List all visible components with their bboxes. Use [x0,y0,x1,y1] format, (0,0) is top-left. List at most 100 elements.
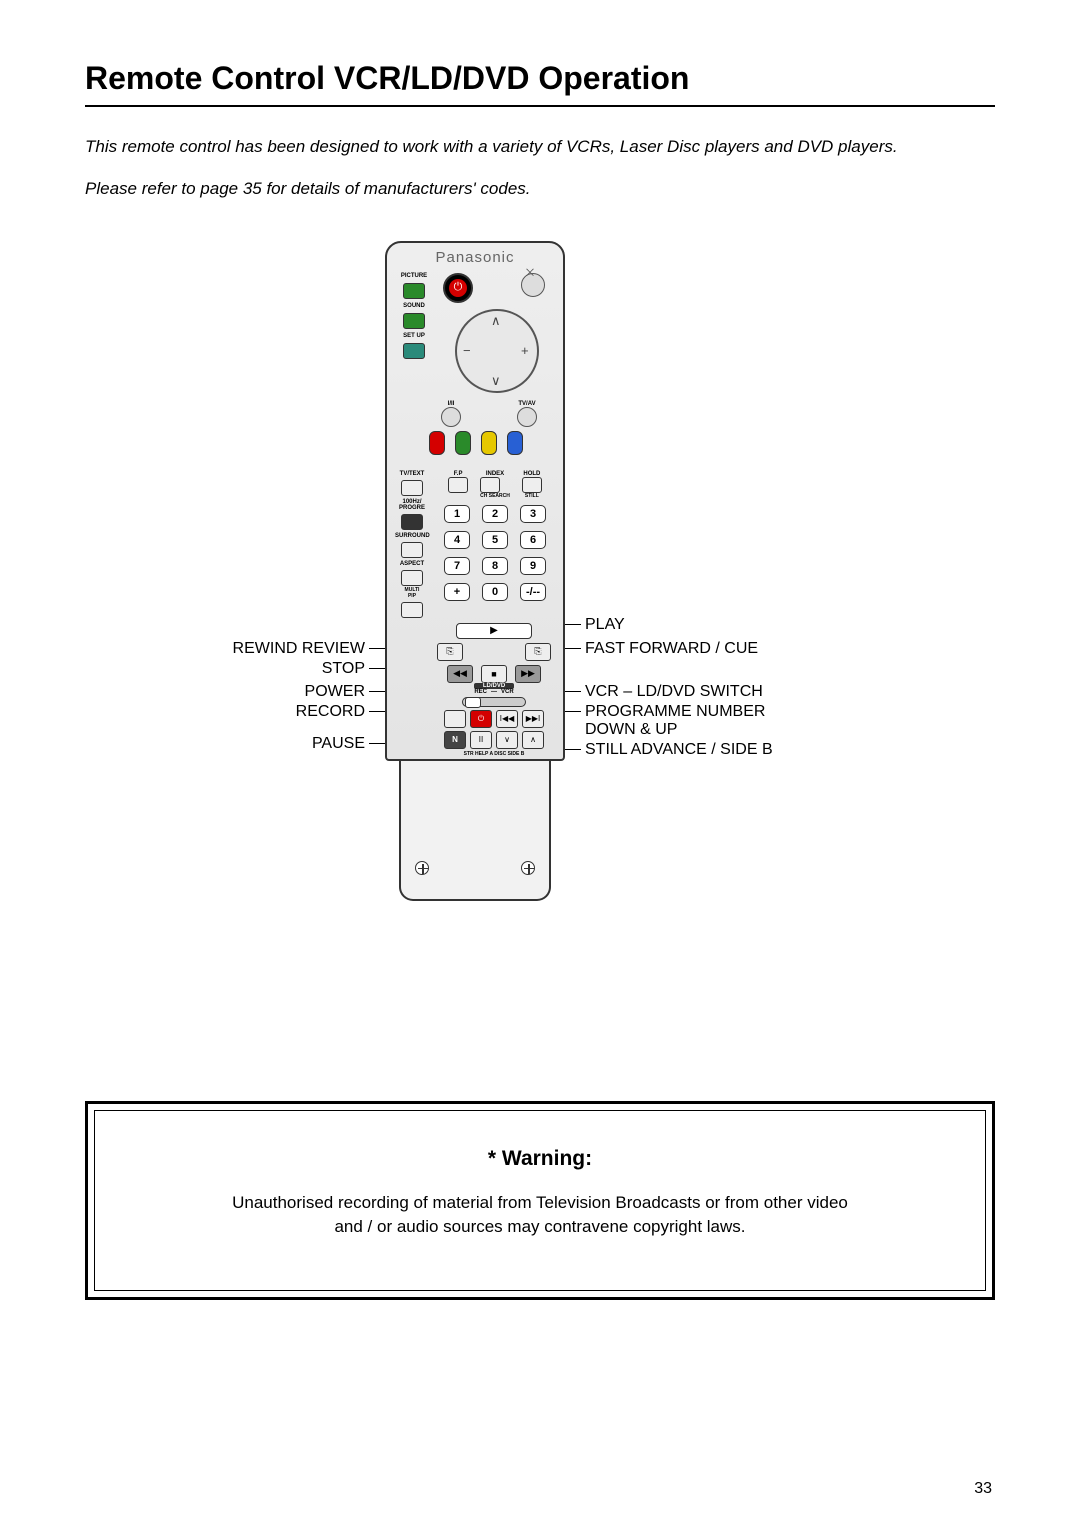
grid-top-row: F.P INDEX CH SEARCH HOLD STILL [435,471,555,499]
row3-labels: STR HELP A DISC SIDE B [419,751,569,757]
callout-rewind: REWIND REVIEW [233,640,365,658]
label-hold: HOLD [522,471,542,477]
stop-button: ■ [481,665,507,683]
color-button-row [429,431,523,455]
ff-button: ▶▶ [515,665,541,683]
callout-record: RECORD [296,703,365,721]
skip-back-button: I◀◀ [496,710,518,728]
num-7: 7 [444,557,470,575]
tvtext-button [401,480,423,496]
label-fp: F.P [448,471,468,477]
warning-box: * Warning: Unauthorised recording of mat… [85,1101,995,1300]
side-column: PICTURE SOUND SET UP [397,273,431,359]
label-i-ii: I/II [441,401,461,407]
num-1: 1 [444,505,470,523]
page-number: 33 [974,1480,992,1498]
callout-pause: PAUSE [312,735,365,753]
num-plus: + [444,583,470,601]
remote-illustration: Panasonic ⏻ PICTURE SOUND SET UP ∧ ∨ − + [385,241,565,921]
callout-prognum: PROGRAMME NUMBER DOWN & UP [585,703,765,740]
intro-text: This remote control has been designed to… [85,135,995,159]
label-aspect: ASPECT [395,561,429,567]
label-surround: SURROUND [395,533,429,539]
prog-down-button: ∨ [496,731,518,749]
callout-ff: FAST FORWARD / CUE [585,640,758,658]
warning-inner: * Warning: Unauthorised recording of mat… [94,1110,986,1291]
num-2: 2 [482,505,508,523]
num-0: 0 [482,583,508,601]
green-button [455,431,471,455]
num-6: 6 [520,531,546,549]
vcr-power-button: ⏻ [470,710,492,728]
callout-stop: STOP [322,660,365,678]
page-up-button: ⎘ [437,643,463,661]
label-multipip: MULTI PIP [395,587,429,599]
dpad-up-icon: ∧ [491,313,501,329]
number-zone: F.P INDEX CH SEARCH HOLD STILL 1 2 3 4 5 6… [435,471,555,601]
num-5: 5 [482,531,508,549]
dpad-down-icon: ∨ [491,373,501,389]
picture-button [403,283,425,299]
label-100hz: 100Hz/ PROGRE [395,499,429,511]
tvav-button [517,407,537,427]
audio-button [441,407,461,427]
fp-button [448,477,468,493]
left-feature-column: TV/TEXT 100Hz/ PROGRE SURROUND ASPECT MU… [395,471,429,618]
label-sound: SOUND [397,303,431,309]
pause-button: II [470,731,492,749]
warning-title: * Warning: [155,1147,925,1171]
label-chsearch: CH SEARCH [480,493,510,499]
num-9: 9 [520,557,546,575]
screw-icon [521,861,535,875]
rec-button [444,710,466,728]
dpad-plus-icon: + [521,343,529,358]
power-button: ⏻ [443,273,473,303]
brand-label: Panasonic [387,249,563,266]
page-title: Remote Control VCR/LD/DVD Operation [85,60,995,97]
rewind-button: ◀◀ [447,665,473,683]
label-vcr: VCR [501,689,514,695]
warning-text: Unauthorised recording of material from … [155,1191,925,1240]
transport-controls: ▶ ⎘ ⎘ ◀◀ ■ ▶▶ [431,623,557,687]
remote-diagram: REWIND REVIEW STOP POWER RECORD PAUSE PL… [85,241,995,921]
screw-icon [415,861,429,875]
prog-up-button: ∧ [522,731,544,749]
callout-power: POWER [305,683,365,701]
label-index: INDEX [480,471,510,477]
label-still: STILL [522,493,542,499]
100hz-button [401,514,423,530]
subintro-text: Please refer to page 35 for details of m… [85,177,995,201]
label-tvtext: TV/TEXT [395,471,429,477]
number-grid: 1 2 3 4 5 6 7 8 9 + 0 -/-- [435,505,555,601]
dpad: ∧ ∨ − + [447,305,547,397]
num-3: 3 [520,505,546,523]
index-button [480,477,500,493]
vcr-row-2: N II ∨ ∧ [419,731,569,749]
remote-body: Panasonic ⏻ PICTURE SOUND SET UP ∧ ∨ − + [385,241,565,761]
num-8: 8 [482,557,508,575]
remote-flap [399,761,551,901]
label-picture: PICTURE [397,273,431,279]
aspect-button [401,570,423,586]
hold-button [522,477,542,493]
label-rec: REC [474,689,487,695]
yellow-button [481,431,497,455]
pip-button [401,602,423,618]
label-tvav: TV/AV [517,401,537,407]
mute-button [521,273,545,297]
vcr-row-1: ⏻ I◀◀ ▶▶I [419,710,569,728]
title-rule [85,105,995,107]
page-dn-button: ⎘ [525,643,551,661]
label-setup: SET UP [397,333,431,339]
play-button: ▶ [456,623,532,639]
n-button: N [444,731,466,749]
surround-button [401,542,423,558]
dpad-minus-icon: − [463,343,471,358]
red-button [429,431,445,455]
blue-button [507,431,523,455]
skip-fwd-button: ▶▶I [522,710,544,728]
power-icon: ⏻ [449,279,467,297]
callout-still: STILL ADVANCE / SIDE B [585,741,773,759]
sound-button [403,313,425,329]
num-dash: -/-- [520,583,546,601]
